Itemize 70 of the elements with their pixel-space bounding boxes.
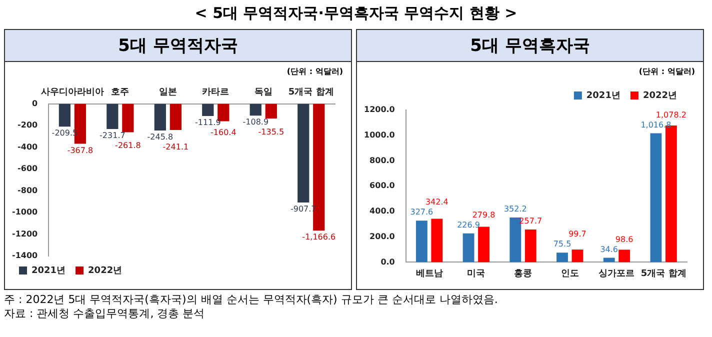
data-label: 98.6 <box>615 234 634 244</box>
x-tick-label: 사우디아라비아 <box>40 88 104 98</box>
data-label: 352.2 <box>504 204 527 214</box>
data-label: 75.5 <box>553 240 572 249</box>
y-tick-label: 0.0 <box>380 257 396 266</box>
y-tick-label: 200.0 <box>370 232 396 241</box>
bar <box>572 250 584 262</box>
data-label: 1,016.8 <box>640 120 672 130</box>
y-tick-label: 400.0 <box>370 206 396 216</box>
data-label: 99.7 <box>568 230 586 239</box>
bar <box>524 230 536 262</box>
data-label: 34.6 <box>600 244 618 254</box>
y-tick-label: -1400 <box>12 251 38 260</box>
data-label: 342.4 <box>425 198 448 207</box>
bar <box>478 226 490 262</box>
text: < 5대 무역적자국·무역흑자국 무역수지 현황 > <box>194 4 518 23</box>
x-tick-label: 5개국 합계 <box>640 268 686 279</box>
data-label: 1,078.2 <box>656 110 686 120</box>
text: (단위 : 억달러) <box>286 66 344 77</box>
y-tick-label: -200 <box>18 120 38 130</box>
y-tick-label: -1000 <box>12 208 38 217</box>
y-tick-label: -600 <box>18 164 38 174</box>
bar <box>431 218 443 262</box>
data-label: -135.5 <box>258 128 284 137</box>
legend-label: 2021년 <box>586 90 620 101</box>
chart-title: 5대 무역흑자국 <box>357 30 703 62</box>
bar <box>510 218 522 262</box>
data-label: -111.9 <box>195 118 221 128</box>
y-tick-label: -400 <box>18 142 38 152</box>
x-tick-label: 홍콩 <box>514 268 532 279</box>
data-label: -245.8 <box>147 132 174 142</box>
data-label: 226.9 <box>457 220 480 230</box>
text: (단위 : 억달러) <box>638 66 696 77</box>
bar <box>618 250 630 262</box>
data-label: 327.6 <box>410 208 434 217</box>
bar <box>650 133 662 262</box>
x-tick-label: 호주 <box>111 88 130 98</box>
data-label: -261.8 <box>115 141 141 150</box>
bar <box>462 233 474 262</box>
y-tick-label: 1200.0 <box>364 105 396 114</box>
y-tick-label: 800.0 <box>370 156 396 165</box>
y-tick-label: 600.0 <box>370 181 396 190</box>
x-tick-label: 인도 <box>560 268 579 279</box>
legend-label: 2022년 <box>88 266 122 276</box>
x-tick-label: 5개국 합계 <box>288 88 334 98</box>
bar <box>556 252 568 262</box>
text: 주 : 2022년 5대 무역적자국(흑자국)의 배열 순서는 무역적자(흑자) 규모가 큰 순서대로 나열하였음. <box>4 293 499 307</box>
legend-label: 2021년 <box>32 266 66 276</box>
bar <box>416 220 428 262</box>
x-tick-label: 베트남 <box>416 268 443 279</box>
data-label: -108.9 <box>242 118 269 127</box>
x-tick-label: 미국 <box>467 268 486 279</box>
chart-title: 5대 무역적자국 <box>5 30 351 62</box>
x-tick-label: 싱가포르 <box>598 268 635 279</box>
x-tick-label: 일본 <box>158 88 177 98</box>
y-tick-label: 1000.0 <box>364 130 396 140</box>
data-label: -367.8 <box>67 146 94 155</box>
bar <box>603 258 615 262</box>
data-label: -1,166.6 <box>302 232 336 242</box>
legend-label: 2022년 <box>642 90 678 101</box>
x-tick-label: 독일 <box>254 88 272 98</box>
data-label: -241.1 <box>162 142 189 152</box>
data-label: 279.8 <box>472 210 496 220</box>
x-tick-label: 카타르 <box>202 88 230 98</box>
y-tick-label: -1200 <box>12 229 38 238</box>
data-label: -160.4 <box>210 128 236 138</box>
y-tick-label: 0 <box>32 98 38 108</box>
y-tick-label: -800 <box>18 186 38 195</box>
data-label: -231.7 <box>100 131 126 140</box>
text: 자료 : 관세청 수출입무역통계, 경총 분석 <box>4 307 206 321</box>
